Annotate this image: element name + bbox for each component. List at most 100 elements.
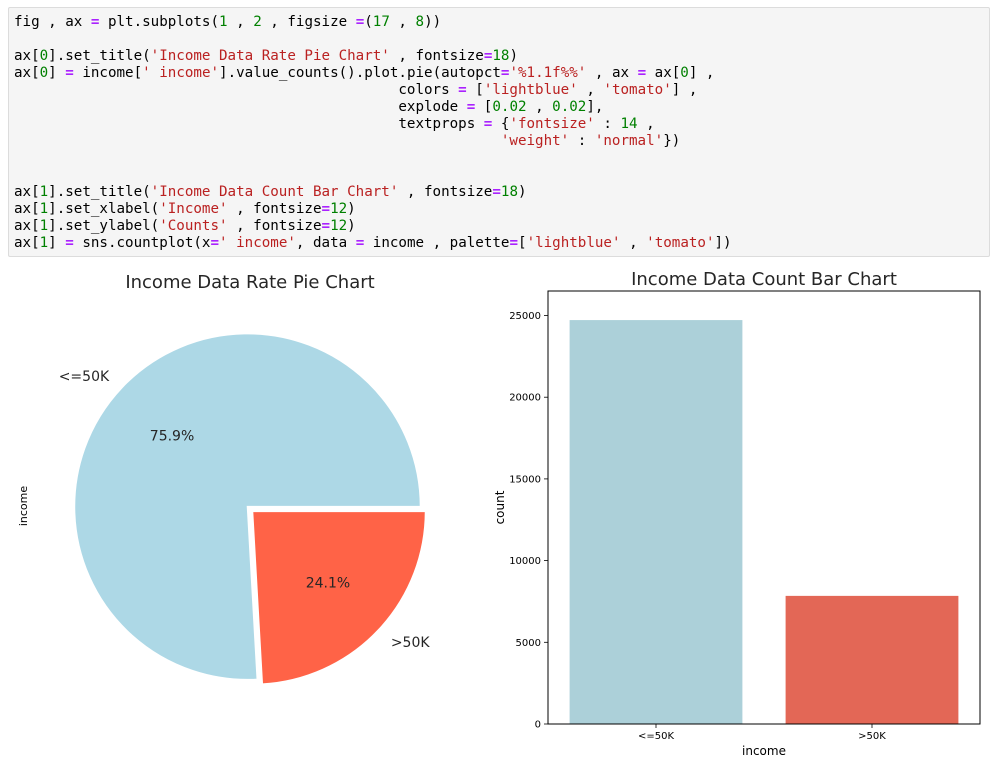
code-token: 18 [500,184,518,200]
code-line: textprops = {'fontsize' : 14 , [14,116,654,132]
y-axis-label: count [493,490,507,524]
code-line: 'weight' : 'normal'}) [14,133,680,149]
code-token: , [620,235,647,251]
code-token: ) [347,218,356,234]
code-token: ] [48,65,66,81]
pie-label: >50K [391,635,431,651]
pie-pct-label: 24.1% [306,576,350,592]
code-token: 1 [39,184,49,200]
code-token: ) [518,184,527,200]
code-token: [ [466,82,484,98]
code-token: = [637,65,647,81]
code-token: , [227,14,254,30]
code-token: ].set_title( [48,184,151,200]
code-token: 1 [219,14,228,30]
pie-chart: Income Data Rate Pie Chart income <=50K 75.… [17,272,431,685]
code-token: )) [424,14,442,30]
code-editor[interactable]: fig , ax = plt.subplots(1 , 2 , figsize … [14,14,732,252]
code-cell[interactable]: fig , ax = plt.subplots(1 , 2 , figsize … [8,7,990,257]
code-token: = [355,14,365,30]
code-token: 1 [39,201,49,217]
code-token: = [321,201,331,217]
code-token: , fontsize [398,184,493,200]
code-token: ].set_title( [48,48,151,64]
code-token: = [355,235,365,251]
code-token: = [466,99,476,115]
code-token: 1 [39,218,49,234]
pie-title: Income Data Rate Pie Chart [125,272,374,293]
pie-slice [73,332,422,681]
pie-slice [251,510,427,685]
code-token: ax[ [14,201,40,217]
code-token: 'Income' [159,201,228,217]
code-token: , data [295,235,356,251]
code-token: colors [14,82,459,98]
bar [569,320,743,724]
code-token: : [594,116,621,132]
code-token: [ [518,235,527,251]
code-token: textprops [14,116,484,132]
y-tick-label: 0 [535,720,541,731]
code-token: = [210,235,220,251]
code-token: plt.subplots( [99,14,220,30]
code-token: ].set_xlabel( [48,201,160,217]
code-token: , [577,82,604,98]
code-token: 0.02 [552,99,587,115]
code-token: = [65,235,74,251]
code-token: ax[ [14,235,40,251]
y-tick-label: 10000 [509,556,541,567]
code-token: ax[ [14,184,40,200]
code-token: ] , [671,82,698,98]
code-token: ( [364,14,373,30]
code-token: 'normal' [594,133,664,149]
code-token: 'Counts' [159,218,228,234]
code-token: , figsize [261,14,356,30]
code-token: = [492,184,501,200]
code-token: 2 [253,14,262,30]
pie-label: <=50K [59,369,110,385]
code-token: , fontsize [227,218,322,234]
code-token: 'tomato' [646,235,715,251]
code-token: : [569,133,595,149]
code-token: 'lightblue' [526,235,621,251]
code-line: colors = ['lightblue' , 'tomato'] , [14,82,697,98]
code-token: 8 [415,14,425,30]
bar-chart: Income Data Count Bar Chart 0 5000 10000 150… [493,269,981,758]
code-token: = [483,48,493,64]
pie-ylabel: income [17,486,30,527]
code-token: 18 [492,48,510,64]
code-token: = [458,82,467,98]
code-token: ax[ [646,65,681,81]
code-token: ] [48,235,66,251]
code-line: ax[1].set_title('Income Data Count Bar C… [14,184,527,200]
code-token: 'Income Data Rate Pie Chart' [150,48,390,64]
code-token: , [526,99,553,115]
code-line: ax[1].set_xlabel('Income' , fontsize=12) [14,201,356,217]
code-token: 'lightblue' [483,82,578,98]
code-token: ].value_counts().plot.pie(autopct [219,65,501,81]
code-token: = [65,65,74,81]
code-token: [ [475,99,493,115]
code-token: ' income' [142,65,220,81]
code-token: income , palette [364,235,510,251]
y-tick-label: 15000 [509,474,541,485]
y-tick-label: 20000 [509,393,541,404]
bar-title: Income Data Count Bar Chart [631,269,897,290]
code-token: 'Income Data Count Bar Chart' [150,184,399,200]
code-line: fig , ax = plt.subplots(1 , 2 , figsize … [14,14,441,30]
code-token: = [509,235,519,251]
code-line: explode = [0.02 , 0.02], [14,99,603,115]
y-tick-label: 5000 [516,638,541,649]
plot-frame [547,290,981,725]
x-tick-label: <=50K [638,731,674,742]
code-token: 0 [39,48,49,64]
code-line: ax[1].set_ylabel('Counts' , fontsize=12) [14,218,356,234]
code-token: 14 [620,116,638,132]
x-axis-label: income [742,744,786,758]
code-token: { [492,116,510,132]
code-token: 1 [39,235,49,251]
bar [785,595,959,724]
code-token: 0 [39,65,49,81]
x-tick-label: >50K [858,731,886,742]
code-line: ax[0].set_title('Income Data Rate Pie Ch… [14,48,518,64]
